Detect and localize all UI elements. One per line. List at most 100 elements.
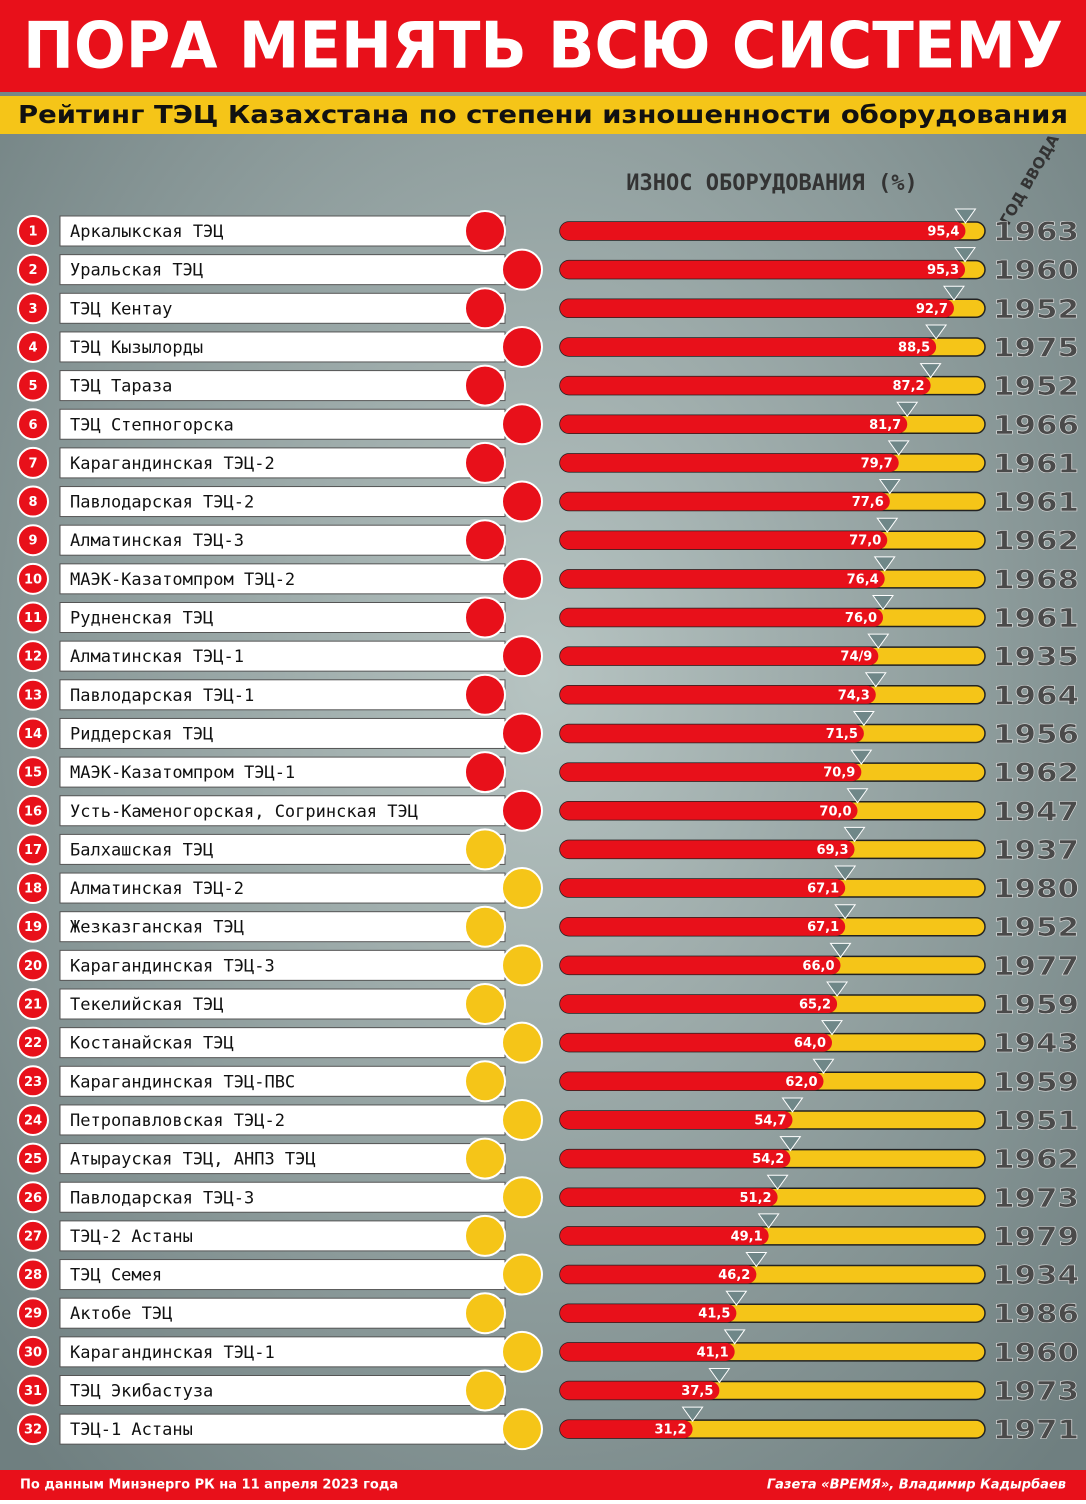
name-box <box>59 679 506 711</box>
bar-marker <box>846 788 869 804</box>
bar-marker <box>681 1406 704 1423</box>
rank: 17 <box>24 843 42 858</box>
value-label: 70,9 <box>823 766 855 781</box>
bar-marker <box>954 247 976 263</box>
rank-badge <box>17 446 49 479</box>
bar <box>560 879 846 898</box>
bar <box>560 763 862 782</box>
rank-badge <box>17 1103 49 1136</box>
value-label: 95,3 <box>927 263 959 278</box>
rank-badge <box>17 330 49 363</box>
category-label: Алматинская ТЭЦ-2 <box>70 879 244 899</box>
value-label: 64,0 <box>794 1036 826 1051</box>
category-label: МАЭК-Казатомпром ТЭЦ-2 <box>70 570 295 590</box>
rank: 7 <box>28 456 37 471</box>
name-box <box>59 717 506 749</box>
value-label: 88,5 <box>898 340 930 355</box>
rank: 16 <box>24 804 42 819</box>
icon <box>501 1098 543 1141</box>
rank-badge <box>17 1413 49 1446</box>
bar <box>560 647 879 666</box>
rank-badge <box>17 717 49 750</box>
icon <box>501 403 543 446</box>
category-label: Карагандинская ТЭЦ-2 <box>70 454 275 474</box>
rank: 22 <box>24 1036 42 1051</box>
bar-marker <box>757 1213 780 1229</box>
icon <box>464 905 506 948</box>
year: 1947 <box>993 797 1079 827</box>
category-label: Уральская ТЭЦ <box>70 261 203 281</box>
icon <box>464 1369 506 1412</box>
bar-marker <box>834 904 857 920</box>
category-label: ТЭЦ-1 Астаны <box>70 1420 193 1440</box>
name-box <box>59 1181 506 1213</box>
name-box <box>59 331 506 363</box>
rank-badge <box>17 833 49 866</box>
year: 1973 <box>993 1377 1079 1407</box>
bar-marker <box>745 1252 768 1268</box>
bar-marker <box>943 285 965 302</box>
bar-marker <box>872 595 894 611</box>
year: 1964 <box>993 681 1079 711</box>
bar <box>560 299 954 318</box>
bar <box>560 685 876 704</box>
subtitle: Рейтинг ТЭЦ Казахстана по степени изноше… <box>18 100 1068 129</box>
icon <box>464 751 506 794</box>
bar-marker <box>873 556 896 572</box>
rank: 3 <box>28 302 37 317</box>
rank-badge <box>17 1142 49 1175</box>
category-label: Костанайская ТЭЦ <box>70 1034 234 1054</box>
icon <box>464 1292 506 1335</box>
category-label: Алматинская ТЭЦ-1 <box>70 647 244 667</box>
year: 1960 <box>993 256 1079 286</box>
rank-badge <box>17 640 49 673</box>
icon <box>464 1214 506 1257</box>
rank: 9 <box>28 534 37 549</box>
icon <box>464 287 506 330</box>
year: 1952 <box>993 913 1079 943</box>
name-box <box>59 1375 506 1406</box>
bar-marker <box>766 1174 789 1191</box>
icon <box>464 1137 506 1180</box>
rank-badge <box>17 678 49 711</box>
year: 1966 <box>993 411 1079 441</box>
rank-badge <box>17 253 49 286</box>
value-label: 71,5 <box>826 727 858 742</box>
rank: 1 <box>28 225 37 240</box>
year: 1956 <box>993 720 1079 750</box>
bar <box>560 337 937 356</box>
rank: 14 <box>24 727 42 742</box>
category-label: Павлодарская ТЭЦ-3 <box>70 1188 254 1208</box>
category-label: ТЭЦ-2 Астаны <box>70 1227 193 1247</box>
bar <box>560 995 838 1013</box>
value-label: 67,1 <box>807 920 839 935</box>
bar <box>560 376 931 395</box>
rank-badge <box>17 910 49 943</box>
bar <box>560 1342 735 1361</box>
icon <box>464 828 506 871</box>
bar-marker <box>878 479 901 495</box>
rank: 10 <box>24 572 42 587</box>
rank: 31 <box>24 1384 42 1399</box>
rank-badge <box>17 1297 49 1330</box>
icon <box>501 1408 543 1451</box>
name-box <box>59 254 506 286</box>
rank-badge <box>17 369 49 402</box>
icon <box>464 441 506 484</box>
year: 1952 <box>993 295 1079 325</box>
year: 1968 <box>993 565 1079 595</box>
icon <box>501 1021 543 1064</box>
bar <box>560 415 908 434</box>
value-label: 81,7 <box>869 418 901 433</box>
bar <box>560 1033 832 1052</box>
bar-marker <box>852 710 875 727</box>
name-box <box>59 1027 506 1059</box>
icon <box>501 1330 543 1373</box>
icon <box>464 1060 506 1103</box>
name-box <box>59 988 506 1020</box>
rank-badge <box>17 1335 49 1368</box>
name-box <box>59 1413 506 1445</box>
rank-badge <box>17 1374 49 1407</box>
category-label: Рудненская ТЭЦ <box>70 609 213 629</box>
